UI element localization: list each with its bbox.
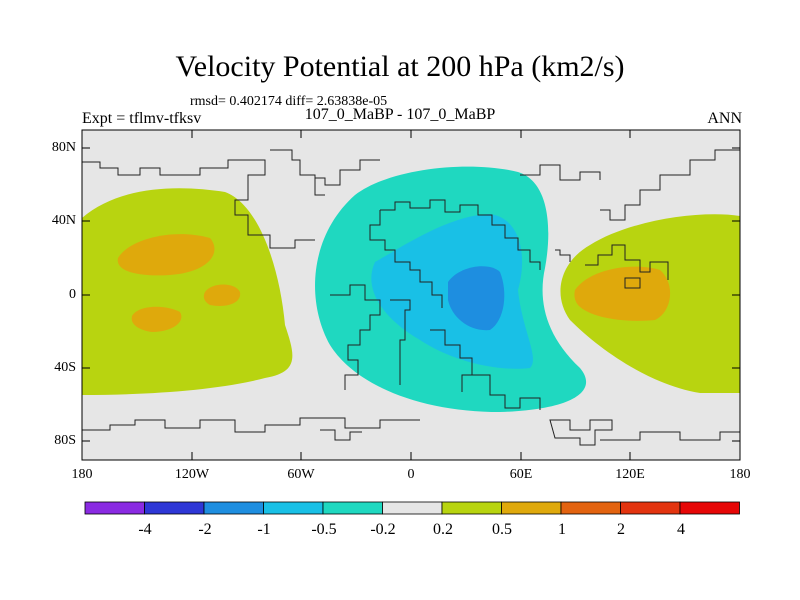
colorbar-box bbox=[144, 501, 205, 515]
colorbar-box bbox=[441, 501, 502, 515]
colorbar-label: 0.5 bbox=[492, 521, 512, 538]
lat-tick-label: 0 bbox=[69, 287, 76, 302]
lat-tick-label: 40N bbox=[51, 213, 76, 228]
lon-tick-label: 180 bbox=[729, 467, 751, 482]
x-tick-marks bbox=[81, 130, 741, 460]
colorbar-box bbox=[620, 501, 681, 515]
case-label: 107_0_MaBP - 107_0_MaBP bbox=[304, 106, 496, 123]
colorbar-box bbox=[560, 501, 621, 515]
colorbar-box bbox=[322, 501, 383, 515]
strong-positive-east bbox=[574, 266, 671, 321]
lat-tick-label: 80S bbox=[54, 433, 76, 448]
lat-tick-label: 40S bbox=[54, 360, 76, 375]
colorbar-label: -0.2 bbox=[370, 521, 396, 538]
colorbar-box bbox=[679, 501, 740, 515]
strong-positive-west-a bbox=[117, 234, 215, 276]
colorbar-box bbox=[203, 501, 264, 515]
experiment-label: Expt = tflmv-tfksv bbox=[82, 110, 202, 127]
plot-title: Velocity Potential at 200 hPa (km2/s) bbox=[175, 50, 625, 83]
y-tick-marks bbox=[82, 147, 740, 442]
coastlines bbox=[82, 149, 740, 446]
colorbar-box bbox=[382, 501, 443, 515]
colorbar-box bbox=[501, 501, 562, 515]
colorbar-label: 2 bbox=[617, 521, 625, 538]
colorbar-label: 1 bbox=[558, 521, 566, 538]
lon-tick-label: 60W bbox=[287, 467, 315, 482]
colorbar-label: 0.2 bbox=[433, 521, 453, 538]
colorbar-box bbox=[263, 501, 324, 515]
strong-positive-west-b bbox=[203, 284, 241, 306]
season-label: ANN bbox=[707, 110, 742, 127]
lon-tick-label: 180 bbox=[71, 467, 93, 482]
lat-tick-label: 80N bbox=[51, 140, 76, 155]
lon-tick-label: 60E bbox=[509, 467, 533, 482]
stats-line: rmsd= 0.402174 diff= 2.63838e-05 bbox=[190, 94, 388, 109]
negative-region-core bbox=[448, 266, 505, 331]
colorbar bbox=[84, 501, 740, 515]
lon-tick-label: 120W bbox=[174, 467, 210, 482]
lon-tick-label: 0 bbox=[407, 467, 415, 482]
colorbar-label: -1 bbox=[257, 521, 271, 538]
colorbar-box bbox=[84, 501, 145, 515]
lon-tick-label: 120E bbox=[615, 467, 645, 482]
strong-positive-west-c bbox=[131, 306, 182, 332]
colorbar-label: -2 bbox=[198, 521, 212, 538]
colorbar-label: -0.5 bbox=[311, 521, 337, 538]
colorbar-label: -4 bbox=[138, 521, 152, 538]
colorbar-label: 4 bbox=[677, 521, 685, 538]
positive-region-west bbox=[82, 188, 293, 395]
